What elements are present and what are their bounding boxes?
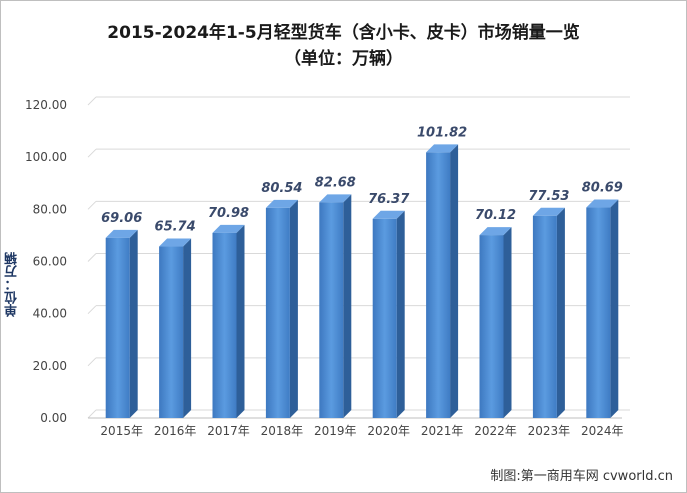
bar-top — [265, 199, 298, 208]
bar-top — [426, 144, 459, 153]
bar-side — [129, 229, 138, 418]
x-tick-label: 2020年 — [367, 424, 410, 438]
data-label: 80.69 — [582, 181, 623, 196]
y-tick-label: 0.00 — [40, 411, 67, 425]
gridline-diag — [87, 200, 97, 210]
data-label: 101.82 — [417, 125, 467, 140]
bar-top — [212, 224, 245, 233]
chart-subtitle: （单位：万辆） — [284, 49, 403, 69]
data-label: 69.06 — [101, 211, 142, 226]
bar-top — [479, 227, 512, 236]
bar-side — [610, 199, 619, 418]
bar-side — [343, 194, 352, 418]
bar-top — [586, 199, 619, 208]
bar-side — [236, 224, 245, 418]
y-tick-label: 60.00 — [33, 255, 67, 269]
bar — [426, 152, 451, 418]
bar-top — [532, 207, 565, 216]
bar — [212, 232, 237, 418]
data-label: 80.54 — [261, 181, 302, 196]
y-tick-label: 80.00 — [33, 202, 67, 216]
bar-side — [556, 207, 565, 418]
data-label: 65.74 — [155, 220, 196, 235]
x-tick-label: 2016年 — [154, 424, 197, 438]
x-tick-label: 2019年 — [314, 424, 357, 438]
y-tick-label: 120.00 — [25, 98, 67, 112]
data-label: 76.37 — [368, 192, 410, 207]
data-label: 77.53 — [528, 189, 569, 204]
x-tick-label: 2015年 — [100, 424, 143, 438]
bar-top — [319, 194, 352, 203]
bar — [105, 237, 130, 418]
bar-side — [396, 210, 405, 418]
x-tick-label: 2017年 — [207, 424, 250, 438]
gridline-diag — [87, 409, 97, 419]
bar-side — [450, 144, 459, 418]
x-tick-label: 2024年 — [581, 424, 624, 438]
x-tick-label: 2022年 — [474, 424, 517, 438]
chart-title: 2015-2024年1-5月轻型货车（含小卡、皮卡）市场销量一览 — [107, 23, 580, 43]
data-label: 70.98 — [208, 206, 249, 221]
chart-credit: 制图:第一商用车网 cvworld.cn — [490, 469, 673, 484]
bar — [319, 202, 344, 418]
gridline-diag — [87, 148, 97, 158]
x-tick-label: 2018年 — [261, 424, 304, 438]
gridline-diag — [87, 253, 97, 262]
gridline-diag — [87, 305, 97, 315]
bar-top — [105, 229, 138, 238]
data-label: 82.68 — [315, 175, 356, 190]
bar — [159, 246, 184, 418]
bar-top — [159, 238, 192, 247]
gridline-diag — [87, 96, 97, 106]
gridline-diag — [87, 357, 97, 367]
x-tick-label: 2023年 — [528, 424, 571, 438]
bar — [479, 235, 504, 418]
bar-side — [289, 199, 298, 418]
bar — [586, 207, 611, 418]
x-tick-label: 2021年 — [421, 424, 464, 438]
bar-side — [183, 238, 192, 418]
y-tick-label: 100.00 — [25, 150, 67, 164]
bar — [265, 207, 290, 418]
data-label: 70.12 — [475, 208, 516, 223]
bar — [372, 218, 397, 418]
bar-top — [372, 210, 405, 219]
y-tick-label: 40.00 — [33, 307, 67, 321]
bar-side — [503, 227, 512, 418]
bar — [532, 215, 557, 418]
y-tick-label: 20.00 — [33, 359, 67, 373]
